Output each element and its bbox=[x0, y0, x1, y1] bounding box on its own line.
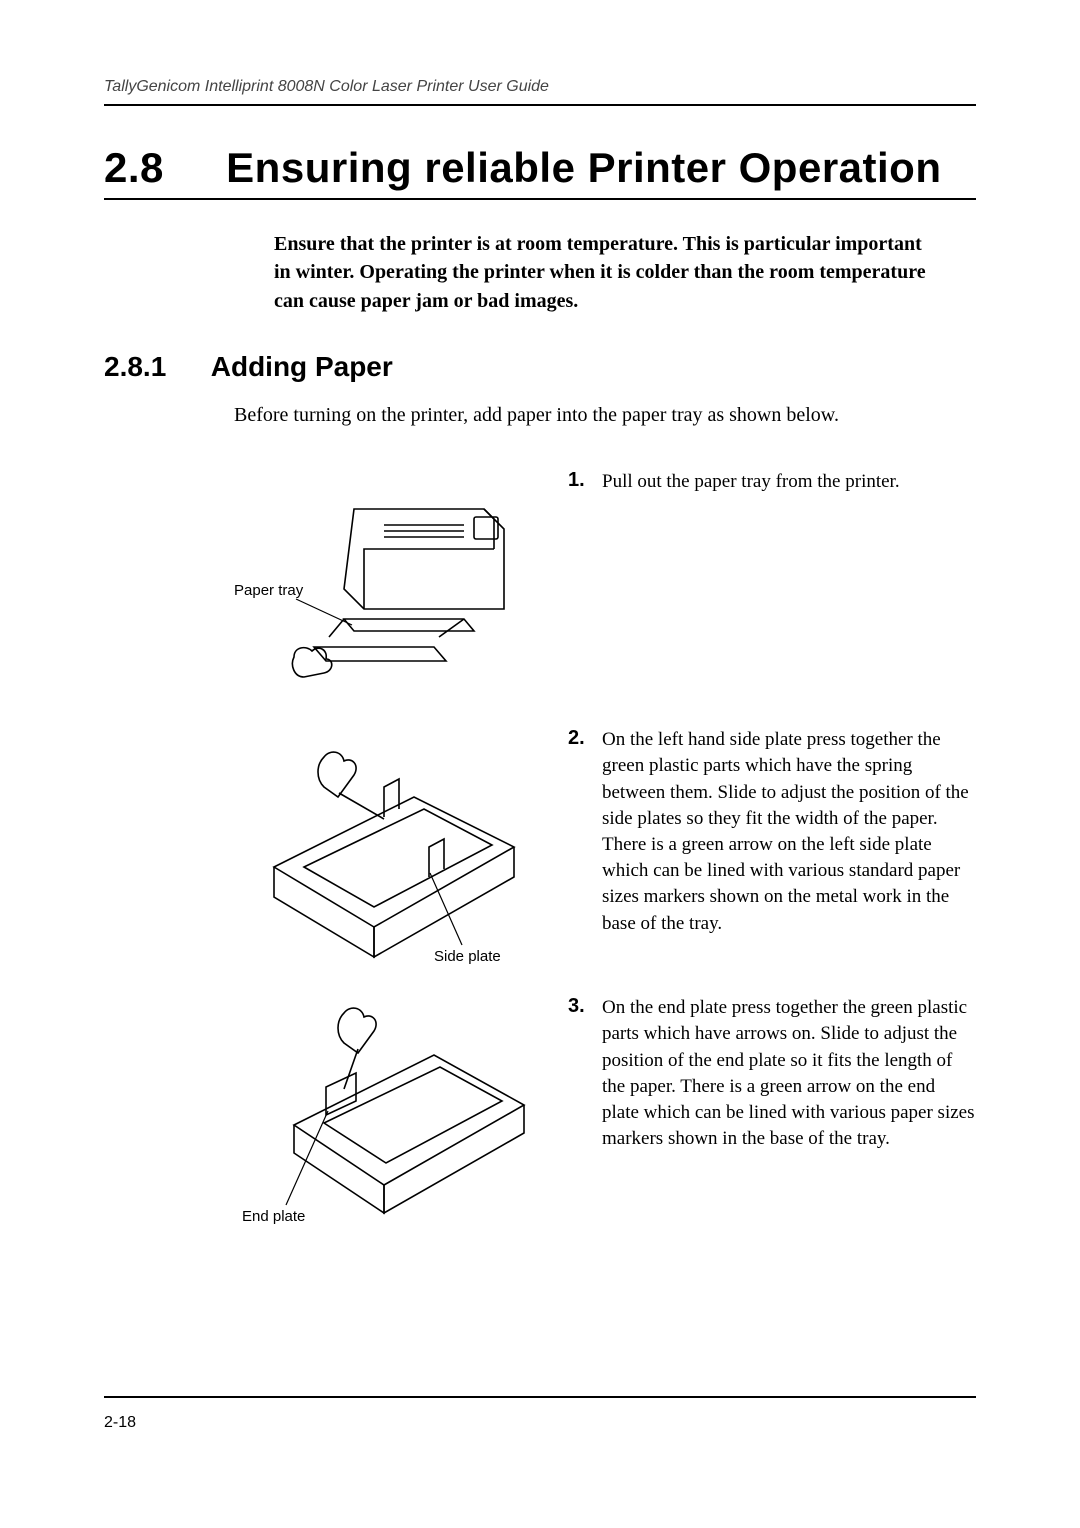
step-text-block: 3. On the end plate press together the g… bbox=[568, 995, 976, 1152]
step-number: 3. bbox=[568, 995, 596, 1018]
page-number: 2-18 bbox=[104, 1414, 136, 1432]
tray-side-plate-icon: Side plate bbox=[234, 727, 534, 977]
steps-container: Paper tray 1. Pull out the paper tray fr… bbox=[234, 469, 976, 1235]
section-title: 2.8 Ensuring reliable Printer Operation bbox=[104, 144, 976, 192]
step-number: 1. bbox=[568, 469, 596, 492]
step-body: Pull out the paper tray from the printer… bbox=[602, 469, 900, 495]
printer-illustration-icon: Paper tray bbox=[234, 469, 534, 709]
figure-end-plate: End plate bbox=[234, 995, 544, 1235]
section-title-text: Ensuring reliable Printer Operation bbox=[226, 144, 941, 191]
step-text-block: 2. On the left hand side plate press tog… bbox=[568, 727, 976, 937]
figure-paper-tray: Paper tray bbox=[234, 469, 544, 709]
step-text-block: 1. Pull out the paper tray from the prin… bbox=[568, 469, 976, 495]
figure-label: Side plate bbox=[434, 948, 501, 965]
subsection-title: 2.8.1 Adding Paper bbox=[104, 351, 976, 383]
figure-label: Paper tray bbox=[234, 582, 304, 599]
step-body: On the end plate press together the gree… bbox=[602, 995, 976, 1152]
figure-side-plate: Side plate bbox=[234, 727, 544, 977]
footer-rule bbox=[104, 1396, 976, 1398]
header-rule bbox=[104, 104, 976, 106]
tray-end-plate-icon: End plate bbox=[234, 995, 534, 1235]
subsection-intro: Before turning on the printer, add paper… bbox=[234, 401, 976, 429]
section-number: 2.8 bbox=[104, 144, 214, 192]
section-intro: Ensure that the printer is at room tempe… bbox=[274, 230, 926, 315]
subsection-number: 2.8.1 bbox=[104, 351, 204, 383]
step-body: On the left hand side plate press togeth… bbox=[602, 727, 976, 937]
step-row: End plate 3. On the end plate press toge… bbox=[234, 995, 976, 1235]
section-title-rule bbox=[104, 198, 976, 200]
figure-label: End plate bbox=[242, 1208, 305, 1225]
running-head: TallyGenicom Intelliprint 8008N Color La… bbox=[104, 78, 976, 96]
step-row: Side plate 2. On the left hand side plat… bbox=[234, 727, 976, 977]
step-row: Paper tray 1. Pull out the paper tray fr… bbox=[234, 469, 976, 709]
step-number: 2. bbox=[568, 727, 596, 750]
subsection-title-text: Adding Paper bbox=[211, 351, 393, 382]
